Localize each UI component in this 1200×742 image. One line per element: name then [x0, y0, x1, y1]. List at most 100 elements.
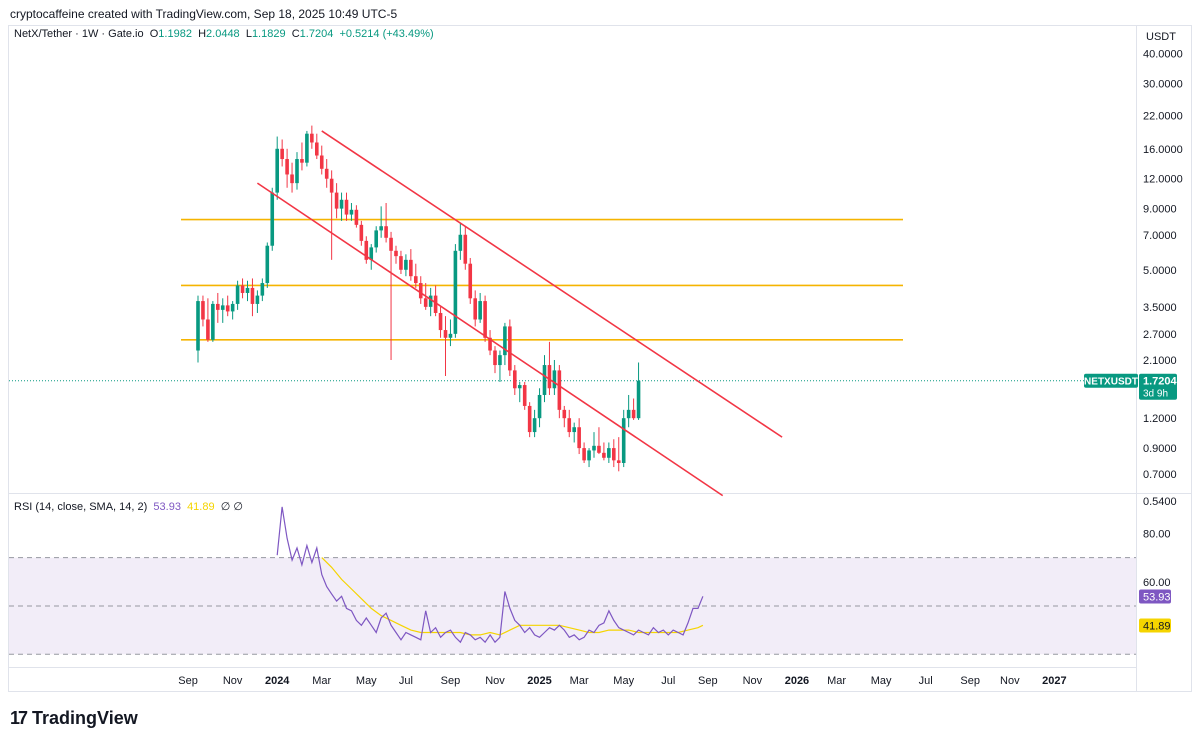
candle-body: [498, 355, 502, 366]
candle-body: [552, 370, 557, 389]
candle: [310, 125, 314, 149]
candle-body: [463, 234, 468, 264]
candle-body: [364, 240, 369, 260]
candle-body: [216, 303, 220, 310]
candle: [517, 381, 522, 403]
candle-body: [616, 460, 621, 463]
rsi-legend: RSI (14, close, SMA, 14, 2) 53.93 41.89 …: [14, 500, 243, 513]
candle-body: [572, 427, 576, 433]
candle: [428, 287, 433, 317]
candle-body: [636, 380, 641, 419]
close-value: 1.7204: [299, 28, 334, 40]
candle: [448, 319, 453, 347]
rsi-value-badge: [1139, 589, 1171, 604]
rsi-line: [276, 506, 704, 644]
candle: [225, 295, 230, 317]
candle-body: [399, 256, 403, 270]
candle: [290, 162, 294, 193]
low-value: 1.1829: [251, 28, 286, 40]
candle: [503, 322, 507, 366]
candle-body: [329, 178, 334, 193]
candle-body: [344, 199, 349, 215]
time-tick-label: Jul: [661, 675, 675, 687]
candle-body: [503, 326, 507, 356]
candle: [359, 220, 364, 246]
candle-body: [562, 409, 567, 419]
symbol-name[interactable]: NetX/Tether · 1W · Gate.io: [14, 28, 144, 40]
open-value: 1.1982: [158, 28, 192, 40]
candle: [216, 292, 220, 323]
candle-body: [206, 319, 210, 340]
candle: [374, 226, 378, 253]
candle-body: [621, 418, 626, 463]
horizontal-levels: [9, 218, 1136, 382]
candle-body: [349, 209, 354, 215]
candle-body: [438, 312, 443, 331]
candle: [498, 350, 502, 382]
candle-body: [522, 385, 527, 406]
rsi-value-badge-text: 53.93: [1143, 591, 1171, 603]
candle: [572, 422, 576, 443]
time-tick-label: May: [356, 675, 377, 687]
rsi-lines: [276, 506, 704, 644]
candle-body: [414, 276, 418, 284]
price-tick-label: 0.5400: [1143, 496, 1177, 508]
candle-body: [458, 234, 463, 251]
candle: [582, 442, 586, 463]
candle-body: [557, 370, 562, 410]
price-tick-label: 9.0000: [1143, 204, 1177, 216]
candle-body: [196, 301, 200, 351]
candle: [483, 295, 487, 342]
candle-body: [240, 285, 245, 293]
tradingview-brand[interactable]: 17 TradingView: [10, 708, 138, 729]
candle: [537, 388, 542, 428]
candle-body: [567, 418, 572, 433]
symbol-legend: NetX/Tether · 1W · Gate.io O1.1982 H2.04…: [14, 28, 434, 40]
candle: [478, 292, 482, 323]
rsi-label[interactable]: RSI (14, close, SMA, 14, 2): [14, 501, 148, 513]
symbol-badge: [1084, 373, 1138, 388]
chart-frame: [8, 25, 1192, 692]
candle-body: [235, 285, 240, 304]
candle: [260, 278, 265, 302]
candle: [240, 278, 245, 299]
candle-body: [384, 226, 388, 238]
candle-body: [468, 263, 473, 299]
candle-body: [305, 133, 309, 163]
chart-attribution: cryptocaffeine created with TradingView.…: [10, 7, 398, 21]
candle-body: [418, 283, 423, 299]
candle-body: [220, 305, 225, 310]
candle: [245, 280, 250, 302]
candle: [542, 355, 547, 403]
candle-body: [433, 295, 438, 313]
candle-body: [409, 259, 413, 277]
channel-lower-line: [256, 182, 724, 497]
candle: [265, 242, 270, 288]
candle: [230, 301, 235, 320]
rsi-value: 53.93: [153, 501, 181, 513]
candle: [250, 278, 255, 317]
candle-body: [389, 237, 393, 251]
candle: [513, 365, 517, 395]
candle-body: [607, 448, 611, 458]
close-label: C: [291, 28, 300, 40]
candle: [206, 298, 210, 342]
price-tick-label: 0.7000: [1143, 469, 1177, 481]
time-tick-label: 2027: [1042, 675, 1066, 687]
candle: [626, 394, 631, 428]
candle: [235, 280, 240, 310]
candle: [315, 133, 319, 160]
price-tick-label: 40.0000: [1143, 49, 1183, 61]
candle: [468, 257, 473, 304]
candle: [473, 290, 477, 327]
candle-body: [270, 192, 275, 246]
time-tick-label: Mar: [312, 675, 331, 687]
candle-body: [612, 448, 616, 461]
candle-body: [404, 259, 408, 270]
axis-unit-label[interactable]: USDT: [1146, 31, 1176, 43]
candle: [389, 231, 393, 360]
candle-body: [359, 224, 364, 241]
candle: [285, 148, 289, 188]
